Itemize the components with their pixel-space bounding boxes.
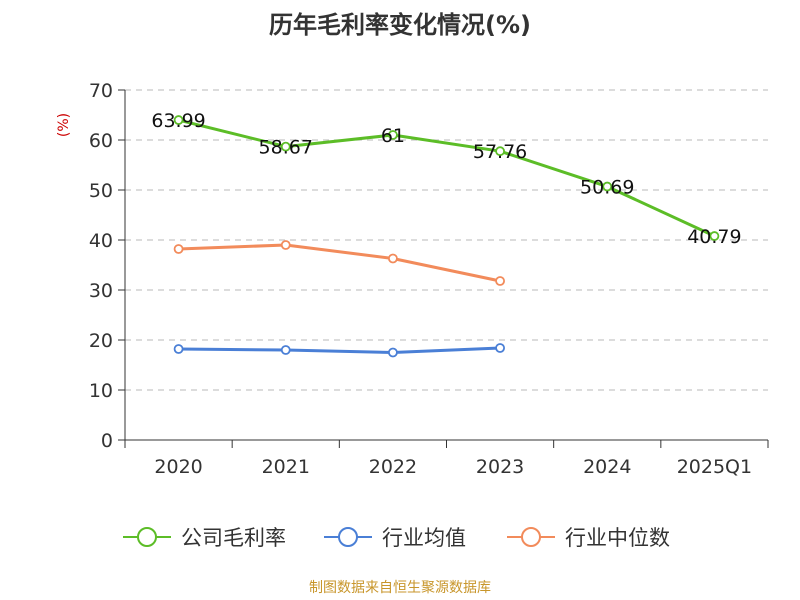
data-label: 58.67 xyxy=(259,137,313,159)
data-point xyxy=(173,344,184,354)
data-label: 57.76 xyxy=(473,141,527,163)
y-tick-label: 20 xyxy=(89,330,113,352)
data-point xyxy=(388,130,398,140)
legend-label: 行业均值 xyxy=(382,526,466,550)
data-point xyxy=(173,244,184,254)
data-point xyxy=(495,146,505,157)
legend-label: 行业中位数 xyxy=(565,526,670,550)
gridlines xyxy=(125,89,768,391)
legend-item[interactable]: 行业均值 xyxy=(324,526,466,550)
data-point xyxy=(280,240,291,250)
data-point xyxy=(280,345,291,355)
data-label: 40.79 xyxy=(687,226,741,248)
x-tick-label: 2022 xyxy=(369,456,417,478)
y-tick-label: 30 xyxy=(89,280,113,302)
legend-label: 公司毛利率 xyxy=(181,526,286,550)
y-tick-label: 60 xyxy=(89,130,113,152)
data-point xyxy=(709,231,720,241)
legend-item[interactable]: 行业中位数 xyxy=(507,526,670,550)
series-2 xyxy=(173,343,505,358)
y-tick-label: 10 xyxy=(89,380,113,402)
legend-marker xyxy=(137,527,157,547)
series-3 xyxy=(173,240,505,286)
y-tick-label: 40 xyxy=(89,230,113,252)
legend-item[interactable]: 公司毛利率 xyxy=(123,526,286,550)
x-tick-label: 2023 xyxy=(476,456,524,478)
series-line xyxy=(177,118,716,238)
data-point xyxy=(388,253,398,264)
data-label: 50.69 xyxy=(580,177,634,199)
x-tick-label: 2021 xyxy=(262,456,310,478)
legend-marker xyxy=(521,527,541,547)
data-point xyxy=(495,276,505,286)
series-1 xyxy=(173,115,720,241)
data-label: 63.99 xyxy=(151,110,205,132)
y-tick-label: 70 xyxy=(89,80,113,102)
data-point xyxy=(495,343,505,353)
source-note: 制图数据来自恒生聚源数据库 xyxy=(309,580,491,596)
series-line xyxy=(177,346,502,354)
chart-title: 历年毛利率变化情况(%) xyxy=(269,11,531,39)
y-tick-label: 0 xyxy=(101,430,113,452)
series-line xyxy=(177,243,502,283)
data-point xyxy=(280,141,291,152)
data-point xyxy=(602,181,613,192)
x-tick-label: 2024 xyxy=(583,456,631,478)
data-point xyxy=(388,347,398,358)
y-axis-unit: (%) xyxy=(56,113,72,137)
x-tick-label: 2025Q1 xyxy=(677,456,752,478)
legend-marker xyxy=(338,527,358,547)
data-point xyxy=(173,115,184,125)
data-labels: 63.99 58.67 61 57.76 50.69 40.79 xyxy=(151,110,741,248)
axes: 0 10 20 30 40 50 60 70 2020 2021 2022 2023 2024 2025Q… xyxy=(89,80,769,478)
series-lines xyxy=(173,115,720,358)
data-label: 61 xyxy=(381,125,405,147)
legend: 公司毛利率 行业均值 行业中位数 xyxy=(123,526,670,550)
x-tick-label: 2020 xyxy=(154,456,202,478)
y-tick-label: 50 xyxy=(89,180,113,202)
